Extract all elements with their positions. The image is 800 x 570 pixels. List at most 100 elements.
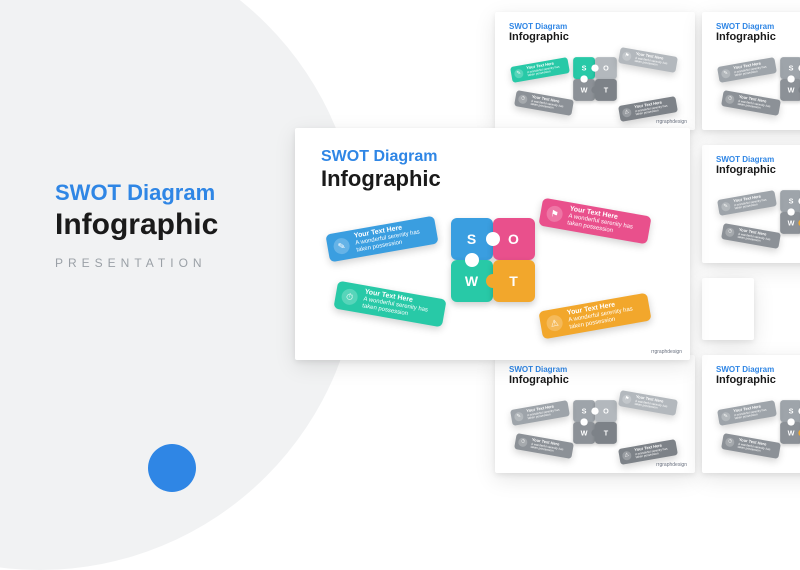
slide-title-1: SWOT Diagram	[321, 148, 441, 166]
o-icon: ⚑	[545, 204, 564, 223]
swot-callout-w: ⏱Your Text HereA wonderful serenity has …	[721, 433, 781, 459]
swot-puzzle-cluster: SOWT	[781, 191, 800, 233]
swot-callout-text: Your Text HereA wonderful serenity has t…	[530, 438, 565, 455]
slide-thumb-peek	[702, 278, 754, 340]
slide-thumb: SWOT DiagramInfographicSOWT✎Your Text He…	[495, 12, 695, 130]
slide-title-1: SWOT Diagram	[716, 365, 776, 374]
swot-callout-text: Your Text HereA wonderful serenity has t…	[733, 60, 768, 77]
slide-thumb: SWOT DiagramInfographicSOWT✎Your Text He…	[702, 355, 800, 473]
puzzle-piece-w: W	[780, 422, 800, 444]
slide-title-2: Infographic	[509, 31, 569, 43]
slide-header: SWOT DiagramInfographic	[716, 22, 776, 43]
s-icon: ✎	[721, 411, 731, 421]
s-icon: ✎	[514, 68, 524, 78]
swot-callout-text: Your Text HereA wonderful serenity has t…	[737, 438, 772, 455]
swot-callout-text: Your Text HereA wonderful serenity has t…	[733, 193, 768, 210]
puzzle-piece-o: O	[595, 57, 617, 79]
w-icon: ⏱	[340, 288, 359, 307]
swot-callout-s: ✎Your Text HereA wonderful serenity has …	[717, 190, 777, 216]
swot-callout-w: ⏱Your Text HereA wonderful serenity has …	[514, 90, 574, 116]
swot-callout-t: ⚠Your Text HereA wonderful serenity has …	[538, 293, 651, 340]
accent-dot	[148, 444, 196, 492]
swot-callout-text: Your Text HereA wonderful serenity has t…	[526, 60, 561, 77]
hero-line-3: PRESENTATION	[55, 256, 218, 270]
puzzle-piece-w: W	[780, 79, 800, 101]
swot-puzzle-cluster: SOWT	[781, 401, 800, 443]
o-icon: ⚑	[622, 394, 632, 404]
swot-callout-s: ✎Your Text HereA wonderful serenity has …	[510, 400, 570, 426]
slide-thumb: SWOT DiagramInfographicSOWT✎Your Text He…	[495, 355, 695, 473]
swot-puzzle-cluster: SOWT	[781, 58, 800, 100]
watermark: rrgraphdesign	[656, 462, 687, 468]
swot-callout-text: Your Text HereA wonderful serenity has t…	[737, 95, 772, 112]
w-icon: ⏱	[518, 94, 528, 104]
swot-callout-text: Your Text HereA wonderful serenity has t…	[634, 395, 669, 412]
slide-header: SWOT DiagramInfographic	[509, 365, 569, 386]
o-icon: ⚑	[622, 51, 632, 61]
slide-header: SWOT DiagramInfographic	[509, 22, 569, 43]
swot-callout-text: Your Text HereA wonderful serenity has t…	[733, 403, 768, 420]
swot-callout-o: ⚑Your Text HereA wonderful serenity has …	[618, 390, 678, 416]
slide-title-1: SWOT Diagram	[716, 22, 776, 31]
swot-callout-o: ⚑Your Text HereA wonderful serenity has …	[538, 198, 651, 245]
puzzle-piece-o: O	[595, 400, 617, 422]
hero-line-1: SWOT Diagram	[55, 180, 218, 206]
swot-callout-o: ⚑Your Text HereA wonderful serenity has …	[618, 47, 678, 73]
swot-callout-s: ✎Your Text HereA wonderful serenity has …	[325, 216, 438, 263]
swot-callout-w: ⏱Your Text HereA wonderful serenity has …	[514, 433, 574, 459]
slide-title-2: Infographic	[716, 31, 776, 43]
s-icon: ✎	[514, 411, 524, 421]
slide-title-1: SWOT Diagram	[509, 365, 569, 374]
s-icon: ✎	[721, 201, 731, 211]
swot-callout-text: Your Text HereA wonderful serenity has t…	[634, 52, 669, 69]
slide-title-2: Infographic	[509, 374, 569, 386]
puzzle-piece-t: T	[595, 79, 617, 101]
t-icon: ⚠	[545, 314, 564, 333]
swot-callout-s: ✎Your Text HereA wonderful serenity has …	[717, 400, 777, 426]
w-icon: ⏱	[518, 437, 528, 447]
swot-callout-text: Your Text HereA wonderful serenity has t…	[566, 297, 643, 331]
slide-thumb: SWOT DiagramInfographicSOWT✎Your Text He…	[702, 12, 800, 130]
t-icon: ⚠	[622, 107, 632, 117]
swot-puzzle-cluster: SOWT	[574, 401, 616, 443]
slides-area: SWOT DiagramInfographicSOWT✎Your Text He…	[270, 0, 800, 500]
swot-callout-t: ⚠Your Text HereA wonderful serenity has …	[618, 96, 678, 122]
s-icon: ✎	[721, 68, 731, 78]
slide-main: SWOT DiagramInfographicSOWT✎Your Text He…	[295, 128, 690, 360]
swot-callout-text: Your Text HereA wonderful serenity has t…	[566, 205, 643, 239]
swot-callout-text: Your Text HereA wonderful serenity has t…	[634, 442, 669, 459]
w-icon: ⏱	[725, 227, 735, 237]
s-icon: ✎	[332, 237, 351, 256]
swot-callout-s: ✎Your Text HereA wonderful serenity has …	[510, 57, 570, 83]
w-icon: ⏱	[725, 437, 735, 447]
puzzle-piece-t: T	[595, 422, 617, 444]
swot-callout-text: Your Text HereA wonderful serenity has t…	[526, 403, 561, 420]
swot-puzzle-cluster: SOWT	[453, 220, 533, 300]
swot-callout-text: Your Text HereA wonderful serenity has t…	[634, 99, 669, 116]
slide-thumb: SWOT DiagramInfographicSOWT✎Your Text He…	[702, 145, 800, 263]
slide-header: SWOT DiagramInfographic	[321, 148, 441, 192]
t-icon: ⚠	[622, 450, 632, 460]
swot-puzzle-cluster: SOWT	[574, 58, 616, 100]
slide-title-1: SWOT Diagram	[716, 155, 776, 164]
swot-callout-text: Your Text HereA wonderful serenity has t…	[361, 289, 438, 323]
slide-header: SWOT DiagramInfographic	[716, 155, 776, 176]
puzzle-piece-w: W	[780, 212, 800, 234]
slide-title-1: SWOT Diagram	[509, 22, 569, 31]
swot-callout-w: ⏱Your Text HereA wonderful serenity has …	[721, 223, 781, 249]
slide-title-2: Infographic	[716, 374, 776, 386]
swot-callout-text: Your Text HereA wonderful serenity has t…	[737, 228, 772, 245]
hero-line-2: Infographic	[55, 208, 218, 242]
swot-callout-w: ⏱Your Text HereA wonderful serenity has …	[333, 281, 446, 328]
w-icon: ⏱	[725, 94, 735, 104]
slide-title-2: Infographic	[716, 164, 776, 176]
swot-callout-w: ⏱Your Text HereA wonderful serenity has …	[721, 90, 781, 116]
hero-text: SWOT Diagram Infographic PRESENTATION	[55, 180, 218, 270]
watermark: rrgraphdesign	[656, 119, 687, 125]
swot-callout-s: ✎Your Text HereA wonderful serenity has …	[717, 57, 777, 83]
puzzle-piece-t: T	[493, 260, 535, 302]
swot-callout-t: ⚠Your Text HereA wonderful serenity has …	[618, 439, 678, 465]
puzzle-piece-o: O	[493, 218, 535, 260]
slide-header: SWOT DiagramInfographic	[716, 365, 776, 386]
swot-callout-text: Your Text HereA wonderful serenity has t…	[530, 95, 565, 112]
